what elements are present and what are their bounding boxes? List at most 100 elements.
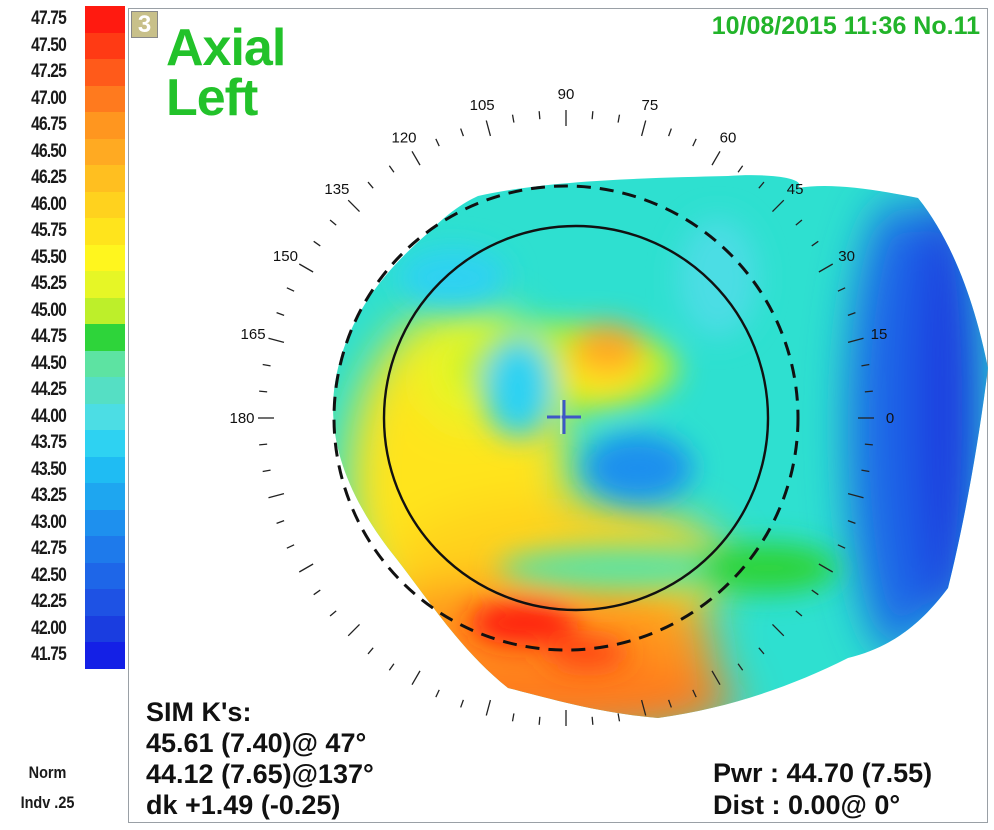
scale-value-label: 46.75 — [31, 114, 67, 135]
scale-swatch — [85, 509, 125, 536]
ring-tick — [667, 699, 672, 708]
scale-swatch — [85, 191, 125, 218]
scale-row: 44.50 — [0, 350, 128, 377]
ring-tick — [772, 624, 785, 637]
ring-tick — [435, 138, 440, 147]
map-type-title: Axial — [166, 19, 286, 77]
scale-row: 42.00 — [0, 615, 128, 642]
ring-tick — [367, 181, 374, 189]
ring-tick — [737, 663, 744, 671]
ring-tick — [276, 312, 285, 317]
scale-value-label: 43.50 — [31, 458, 67, 480]
scale-value-label: 44.50 — [31, 352, 67, 374]
scale-row: 46.75 — [0, 112, 128, 139]
ring-tick — [772, 199, 785, 212]
ring-tick — [758, 647, 765, 655]
scale-swatch — [85, 615, 125, 642]
scale-row: 44.75 — [0, 324, 128, 351]
ring-tick — [298, 563, 314, 573]
ring-tick — [640, 699, 647, 716]
ring-tick — [259, 390, 268, 393]
pupil-circle — [382, 224, 770, 612]
map-index-badge: 3 — [131, 11, 158, 38]
scale-swatch — [85, 165, 125, 192]
color-scale-legend: 47.75 47.50 47.25 47.00 46.75 46.50 46.25 46.00… — [0, 0, 128, 830]
scale-value-label: 43.00 — [31, 511, 67, 533]
scale-row: 43.50 — [0, 456, 128, 483]
ring-tick — [511, 713, 515, 722]
ring-tick — [617, 713, 621, 722]
ring-degree-label: 105 — [470, 97, 495, 114]
ring-tick — [692, 689, 697, 698]
distance-readout: Dist : 0.00@ 0° — [713, 790, 901, 820]
ring-tick — [411, 150, 421, 166]
ring-tick — [837, 544, 846, 549]
scale-value-label: 46.50 — [31, 140, 67, 162]
ring-tick — [435, 689, 440, 698]
curvature-map — [333, 175, 988, 718]
ring-degree-label: 165 — [241, 326, 266, 343]
exam-datestamp: 10/08/2015 11:36 No.11 — [711, 12, 980, 40]
ring-tick — [864, 443, 873, 446]
ring-tick — [861, 363, 870, 367]
scale-row: 46.50 — [0, 138, 128, 165]
scale-row: 47.75 — [0, 6, 128, 33]
scale-row: 45.25 — [0, 271, 128, 298]
ring-tick — [837, 287, 846, 292]
scale-swatch — [85, 6, 125, 33]
scale-swatch — [85, 244, 125, 271]
scale-row: 46.25 — [0, 165, 128, 192]
ring-ticks — [258, 110, 874, 726]
center-crosshair-icon — [547, 400, 581, 434]
scale-row: 47.00 — [0, 85, 128, 112]
simk-flat: 44.12 (7.65)@137° — [146, 759, 374, 789]
scale-step-label: Indv .25 — [20, 793, 75, 812]
scale-swatch — [85, 456, 125, 483]
scale-row: 43.00 — [0, 509, 128, 536]
ring-tick — [795, 219, 803, 226]
scale-row: 43.75 — [0, 430, 128, 457]
scale-swatch — [85, 536, 125, 563]
ring-tick — [262, 469, 271, 473]
ring-tick — [460, 699, 465, 708]
ring-tick — [617, 114, 621, 123]
scale-value-label: 45.00 — [31, 299, 67, 321]
ring-tick — [847, 312, 856, 317]
scale-row: 45.50 — [0, 244, 128, 271]
ring-degree-label: 60 — [720, 129, 737, 146]
scale-value-label: 41.75 — [31, 644, 67, 665]
ring-tick — [591, 111, 594, 120]
scale-swatch — [85, 483, 125, 510]
ring-tick — [347, 199, 360, 212]
scale-value-label: 46.00 — [31, 193, 67, 215]
ring-tick — [286, 544, 295, 549]
scale-row: 42.50 — [0, 562, 128, 589]
ring-degree-label: 120 — [391, 129, 416, 146]
ring-tick — [811, 589, 819, 596]
ring-tick — [276, 519, 285, 524]
ring-tick — [737, 165, 744, 173]
ring-degree-label: 75 — [642, 97, 659, 114]
scale-mode-label: Norm — [28, 763, 67, 782]
scale-swatch — [85, 85, 125, 112]
scale-footer: Norm Indv .25 — [7, 758, 88, 818]
scale-value-label: 42.75 — [31, 538, 67, 559]
ring-tick — [485, 120, 492, 137]
scale-swatch — [85, 430, 125, 457]
scale-row: 41.75 — [0, 642, 128, 669]
ring-tick — [388, 165, 395, 173]
ring-tick — [538, 111, 541, 120]
scale-row: 45.00 — [0, 297, 128, 324]
scale-row: 44.25 — [0, 377, 128, 404]
ring-degree-label: 0 — [886, 410, 894, 427]
ring-tick — [485, 699, 492, 716]
scale-value-label: 45.50 — [31, 246, 67, 268]
ring-degree-label: 135 — [324, 181, 349, 198]
ring-degree-label: 150 — [273, 248, 298, 265]
ring-tick — [262, 363, 271, 367]
ring-tick — [861, 469, 870, 473]
scale-value-label: 42.50 — [31, 564, 67, 586]
scale-value-label: 44.25 — [31, 379, 67, 400]
scale-value-label: 43.75 — [31, 432, 67, 453]
scale-value-label: 47.75 — [31, 8, 67, 29]
